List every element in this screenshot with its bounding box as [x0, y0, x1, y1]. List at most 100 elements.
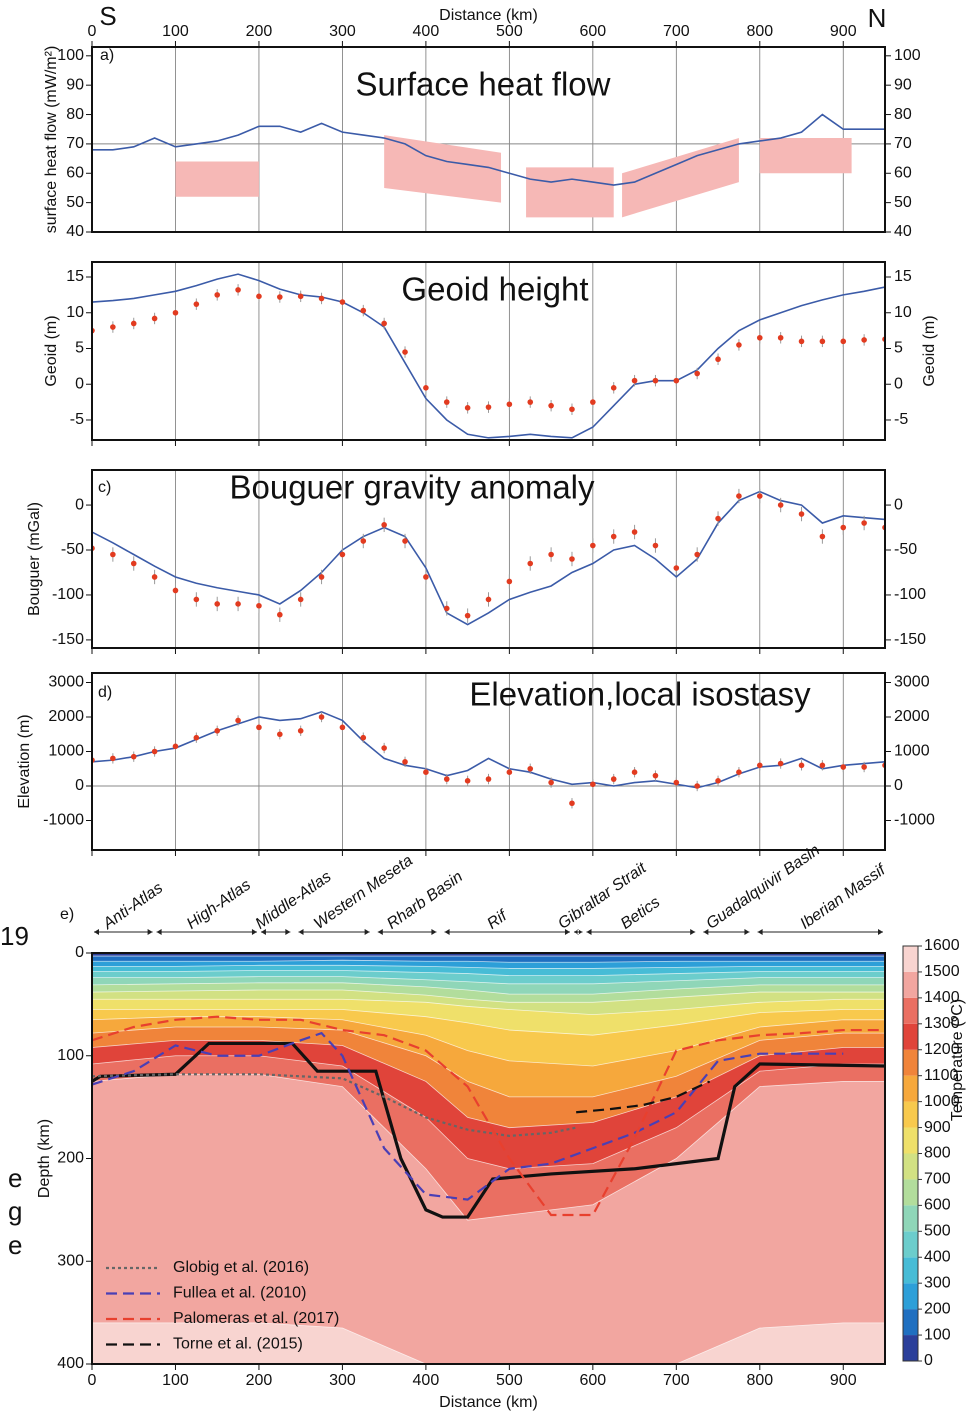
data-point — [318, 295, 325, 302]
data-point — [360, 538, 367, 544]
y-axis-label: Depth (km) — [36, 1119, 53, 1198]
data-point — [423, 574, 429, 580]
data-point — [256, 293, 262, 300]
plot-frame — [91, 672, 886, 851]
y-tick-label-right: -5 — [894, 411, 908, 428]
y-tick-label-right: 60 — [894, 164, 912, 181]
data-point — [527, 765, 534, 772]
y-tick-label-right: 90 — [894, 76, 912, 93]
data-point — [652, 772, 659, 779]
y-tick-label: 100 — [57, 47, 84, 64]
data-point — [360, 734, 367, 741]
y-tick-label-right: 70 — [894, 135, 912, 152]
series-line — [92, 273, 885, 439]
legend-label: Torne et al. (2015) — [173, 1336, 303, 1353]
y-tick-label-right: 50 — [894, 194, 912, 211]
series-line — [92, 710, 885, 789]
colorbar-tick-label: 0 — [924, 1352, 933, 1369]
data-point — [339, 724, 346, 731]
x-tick-label: 200 — [246, 1372, 273, 1389]
y-tick-label: -50 — [61, 541, 84, 558]
panel-title: Surface heat flow — [356, 66, 611, 103]
data-point — [798, 338, 805, 345]
panel-title: Bouguer gravity anomaly — [229, 469, 595, 506]
y-tick-label-right: 3000 — [894, 674, 930, 691]
x-tick-label: 700 — [663, 23, 690, 40]
colorbar-cell — [903, 1101, 918, 1128]
colorbar-cell — [903, 1205, 918, 1232]
isotherm — [92, 959, 885, 963]
data-point — [381, 745, 387, 751]
data-point — [694, 551, 700, 558]
y-tick-label: 100 — [57, 1047, 84, 1064]
colorbar-tick-label: 100 — [924, 1326, 951, 1343]
isotherm — [92, 970, 885, 977]
y-tick-label: 40 — [66, 223, 84, 240]
data-point — [402, 349, 408, 355]
data-point — [506, 769, 513, 775]
x-tick-label: 500 — [496, 1372, 523, 1389]
y-tick-label: 5 — [75, 340, 84, 357]
y-axis-label: surface heat flow (mW/m²) — [43, 46, 60, 234]
colorbar-cell — [903, 1153, 918, 1180]
isotherm — [92, 964, 885, 969]
data-point — [339, 299, 346, 305]
plot-frame — [91, 261, 886, 441]
isotherm — [92, 1322, 885, 1364]
colorbar-tick-label: 900 — [924, 1119, 951, 1136]
data-point — [548, 402, 554, 409]
y-tick-label: -5 — [70, 411, 84, 428]
y-tick-label: 70 — [66, 135, 84, 152]
data-point — [610, 385, 617, 391]
y-tick-label: -1000 — [43, 812, 84, 829]
panel-letter: a) — [100, 47, 114, 64]
data-point — [736, 493, 742, 499]
data-point — [631, 529, 638, 535]
x-tick-label: 400 — [413, 1372, 440, 1389]
isotherm — [92, 976, 885, 985]
data-point — [110, 551, 116, 558]
y-tick-label-right: 5 — [894, 340, 903, 357]
data-point — [297, 596, 304, 603]
data-point — [235, 717, 241, 724]
region-label: High-Atlas — [184, 876, 254, 932]
legend-label: Globig et al. (2016) — [173, 1259, 309, 1276]
data-point — [756, 334, 763, 341]
colorbar-tick-label: 1600 — [924, 937, 960, 954]
isotherm — [92, 989, 885, 1003]
isotherm — [92, 1016, 885, 1067]
y-tick-label-right: 15 — [894, 268, 912, 285]
colorbar-tick-label: 1500 — [924, 963, 960, 980]
y-tick-label-right: 80 — [894, 106, 912, 123]
direction-south: S — [99, 1, 116, 31]
x-axis-label: Distance (km) — [439, 7, 538, 24]
y-tick-label-right: 40 — [894, 223, 912, 240]
x-tick-label: 100 — [162, 1372, 189, 1389]
series-line — [92, 490, 885, 626]
data-point — [277, 611, 283, 618]
isotherm — [92, 1039, 885, 1129]
data-point — [736, 342, 742, 348]
data-point — [151, 574, 158, 580]
data-point — [485, 596, 492, 603]
y-tick-label: -100 — [52, 586, 84, 603]
colorbar-cell — [903, 1179, 918, 1206]
data-point — [172, 587, 179, 594]
data-point — [172, 743, 179, 750]
data-point — [360, 307, 367, 314]
data-point — [214, 601, 221, 607]
data-point — [193, 301, 200, 307]
colorbar-cell — [903, 946, 918, 972]
x-tick-label: 600 — [579, 1372, 606, 1389]
colorbar-cell — [903, 1283, 918, 1310]
colorbar-tick-label: 400 — [924, 1248, 951, 1265]
colorbar-tick-label: 1200 — [924, 1041, 960, 1058]
data-point — [277, 731, 283, 738]
data-point — [527, 560, 534, 567]
colorbar-cell — [903, 1075, 918, 1102]
lab-line — [92, 1041, 885, 1219]
plot-area — [92, 470, 885, 648]
model-line — [576, 1080, 711, 1114]
y-tick-label: 400 — [57, 1355, 84, 1372]
series-line — [92, 113, 885, 186]
